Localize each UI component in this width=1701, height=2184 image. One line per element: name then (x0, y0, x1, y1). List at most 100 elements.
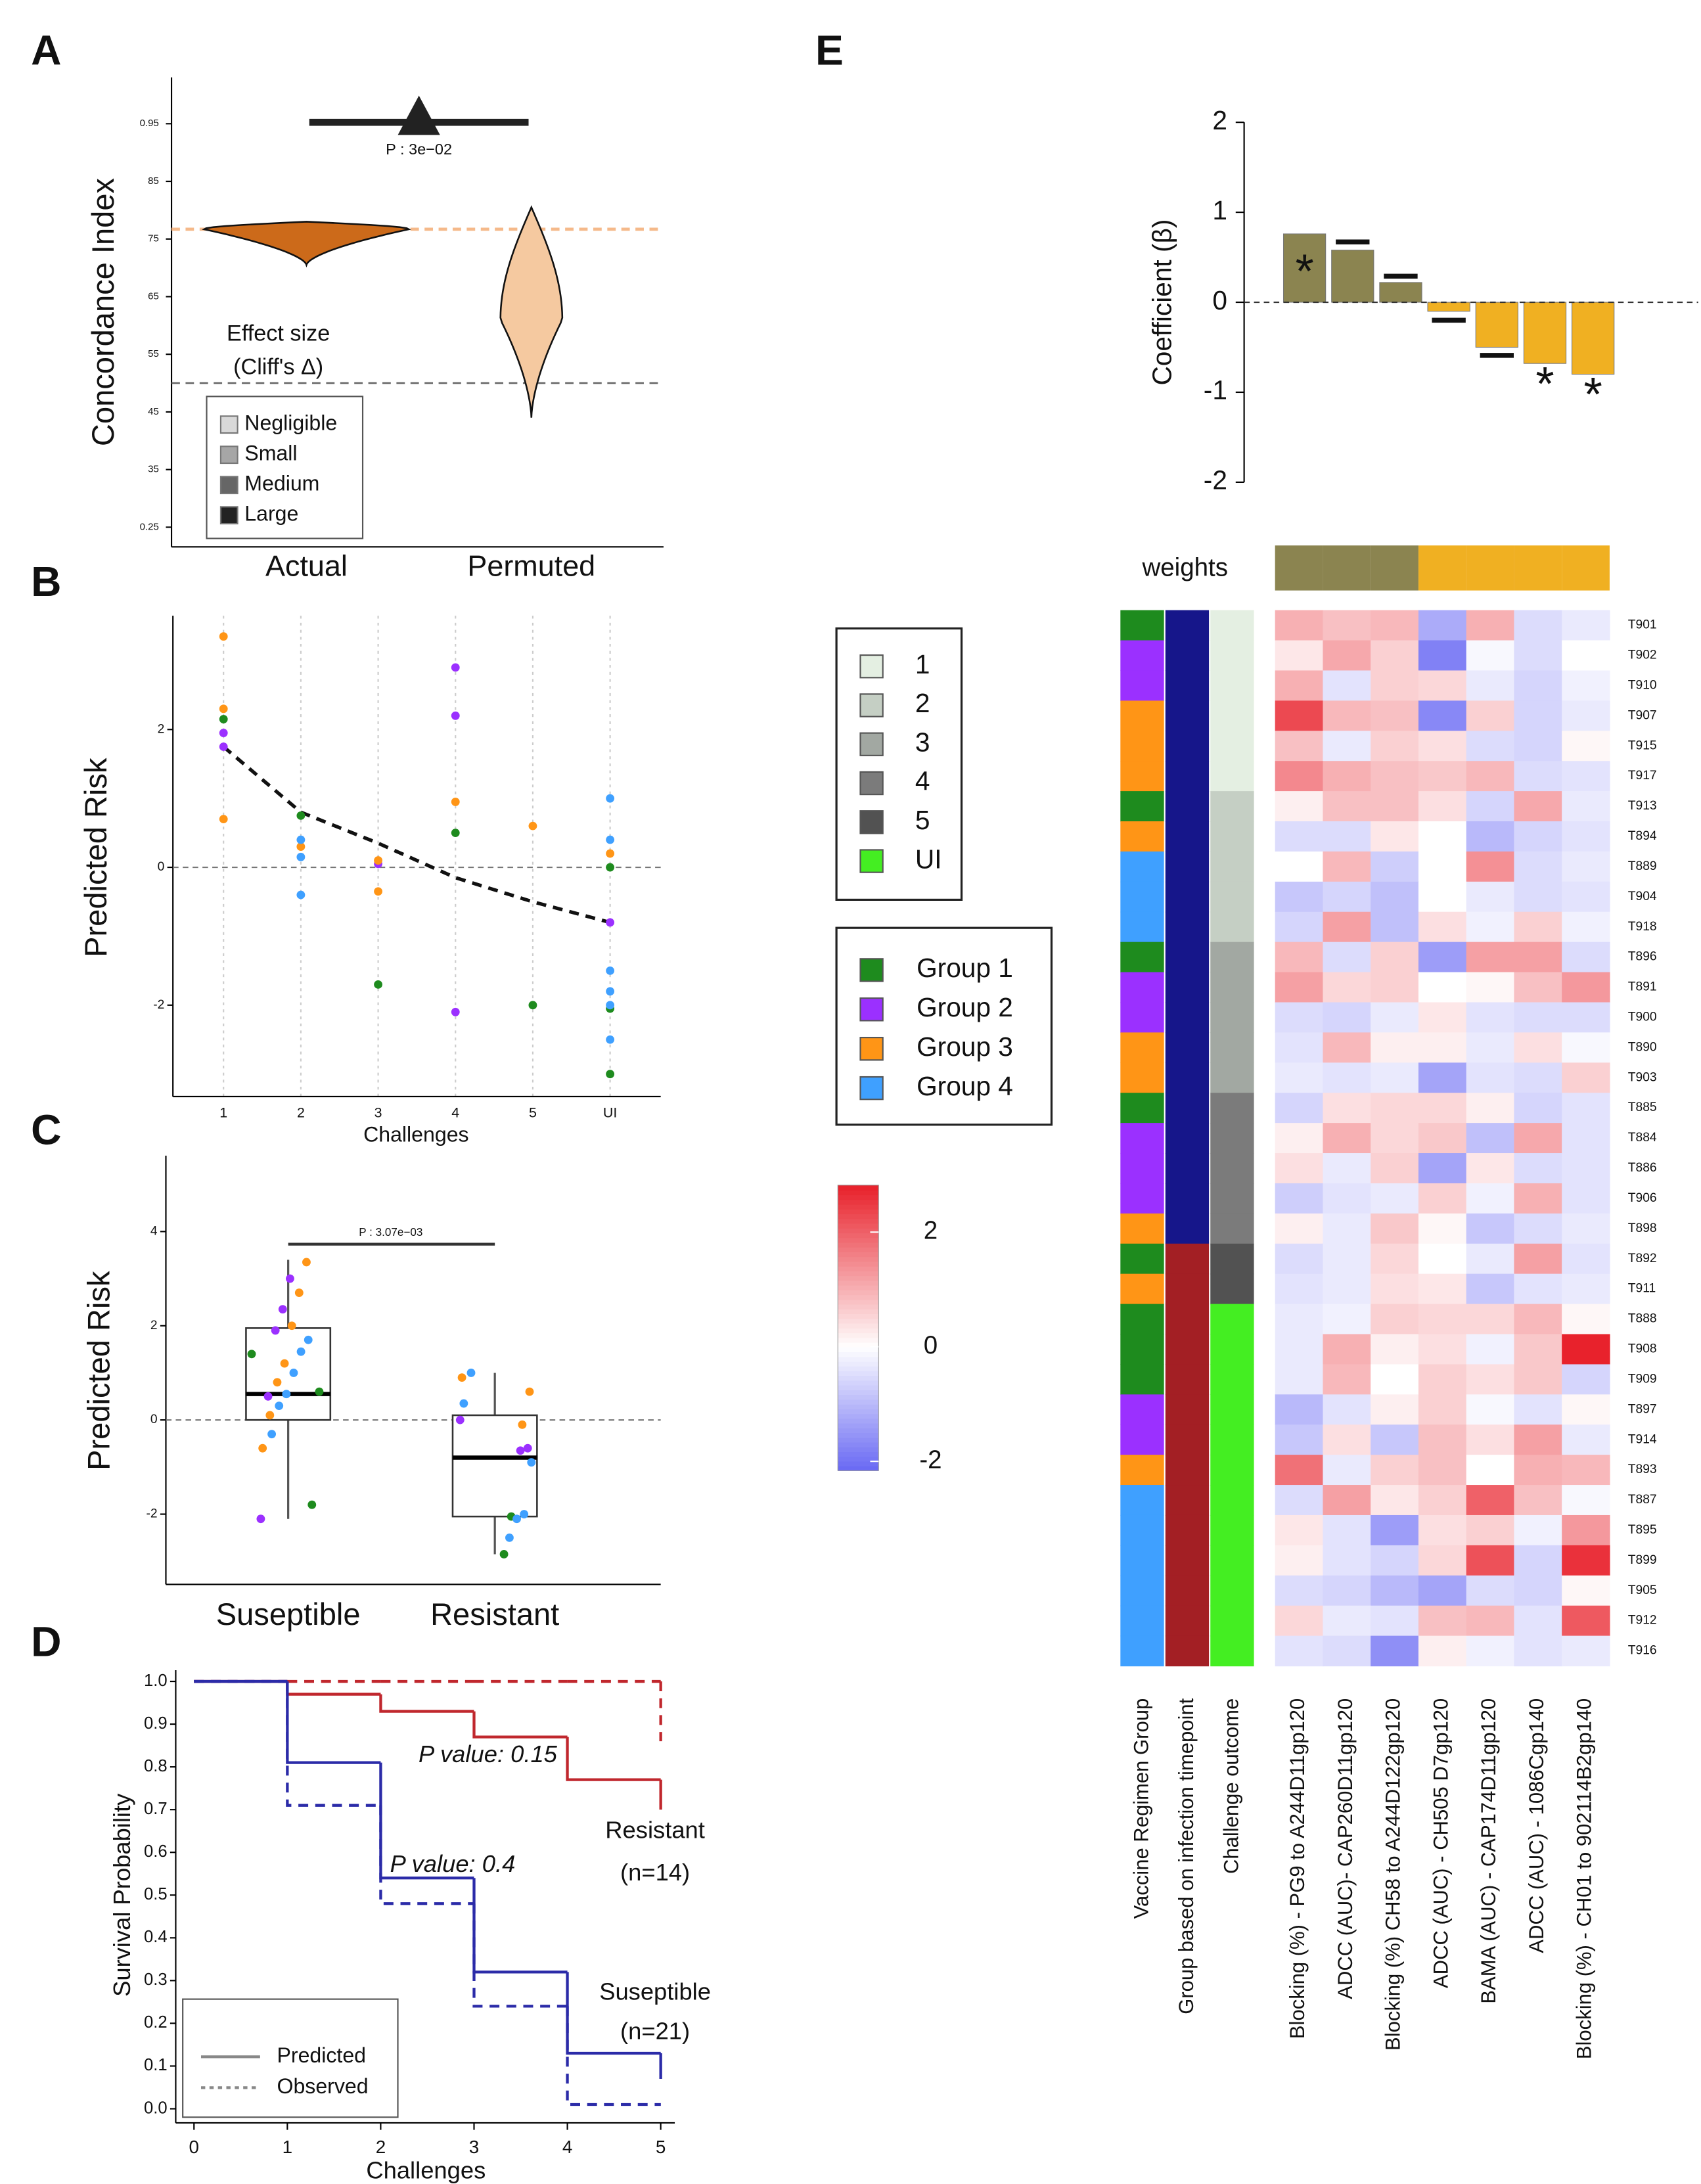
p-value-label: P value: 0.4 (390, 1850, 516, 1877)
colorbar-segment (838, 1456, 879, 1462)
colorbar-segment (838, 1218, 879, 1224)
heat-cell (1418, 1183, 1467, 1214)
regimen-cell (1120, 1032, 1164, 1063)
infection-cell (1165, 1062, 1210, 1093)
heat-cell (1371, 972, 1419, 1003)
bar (1523, 302, 1567, 364)
point (296, 1347, 306, 1356)
outcome-cell (1210, 972, 1254, 1003)
predicted-step (472, 1711, 568, 1739)
heat-cell (1418, 1062, 1467, 1093)
colorbar-label: 2 (924, 1216, 938, 1244)
heat-cell (1418, 1304, 1467, 1335)
heat-cell (1562, 700, 1610, 731)
colorbar-segment (838, 1280, 879, 1286)
heat-cell (1323, 670, 1371, 702)
row-label: T908 (1628, 1342, 1657, 1356)
heat-cell (1371, 1123, 1419, 1154)
y-tick-label: -2 (1204, 465, 1227, 495)
panel-letter: C (31, 1106, 61, 1154)
infection-cell (1165, 670, 1210, 702)
point (287, 1321, 296, 1331)
outcome-cell (1210, 640, 1254, 671)
colorbar-label: -2 (919, 1445, 941, 1474)
point (280, 1359, 289, 1368)
infection-cell (1165, 821, 1210, 852)
heat-cell (1514, 791, 1562, 822)
heat-cell (1418, 821, 1467, 852)
colorbar-segment (838, 1256, 879, 1262)
heat-cell (1275, 1424, 1324, 1455)
point (273, 1378, 282, 1387)
outcome-cell (1210, 791, 1254, 822)
column-label: ADCC (AUC) - 1086Cgp140 (1525, 1698, 1548, 1953)
point (512, 1514, 521, 1524)
row-label: T893 (1628, 1463, 1657, 1476)
outcome-cell (1210, 851, 1254, 882)
heat-cell (1514, 1334, 1562, 1365)
infection-cell (1165, 851, 1210, 882)
outcome-cell (1210, 670, 1254, 702)
outcome-cell (1210, 1153, 1254, 1184)
outcome-cell (1210, 1304, 1254, 1335)
heat-cell (1562, 1424, 1610, 1455)
heat-cell (1514, 1485, 1562, 1516)
violin (499, 205, 564, 418)
outcome-cell (1210, 1213, 1254, 1244)
heat-cell (1371, 1635, 1419, 1667)
colorbar-segment (838, 1323, 879, 1329)
y-tick-label: 0 (150, 1413, 158, 1426)
observed-step (286, 1681, 381, 1807)
regimen-cell (1120, 1455, 1164, 1486)
regimen-cell (1120, 1635, 1164, 1667)
legend-swatch (859, 997, 884, 1022)
infection-cell (1165, 942, 1210, 973)
point (606, 849, 615, 858)
y-tick-label: 2 (150, 1319, 158, 1332)
infection-cell (1165, 1334, 1210, 1365)
regimen-cell (1120, 1002, 1164, 1034)
infection-cell (1165, 881, 1210, 913)
heat-cell (1514, 1213, 1562, 1244)
heat-cell (1418, 1424, 1467, 1455)
heat-cell (1323, 1364, 1371, 1395)
heat-cell (1418, 1635, 1467, 1667)
point (289, 1369, 298, 1377)
heat-cell (1466, 791, 1515, 822)
y-axis-label: Survival Probability (108, 1793, 135, 1997)
outcome-cell (1210, 1364, 1254, 1395)
heat-cell (1371, 1334, 1419, 1365)
heat-cell (1323, 1635, 1371, 1667)
heat-cell (1466, 911, 1515, 943)
heat-cell (1275, 851, 1324, 882)
outcome-cell (1210, 1032, 1254, 1063)
heat-cell (1466, 1153, 1515, 1184)
heat-cell (1562, 881, 1610, 913)
colorbar-segment (838, 1233, 879, 1239)
heat-cell (1323, 911, 1371, 943)
comparison-label: P : 3.07e−03 (359, 1226, 422, 1239)
heat-cell (1275, 1545, 1324, 1576)
colorbar-segment (838, 1294, 879, 1300)
predicted-step (379, 1694, 474, 1713)
outcome-cell (1210, 1273, 1254, 1305)
point (518, 1420, 527, 1429)
point (606, 1001, 615, 1010)
column-label: ADCC (AUC)- CAP260D11gp120 (1334, 1698, 1357, 1999)
legend-label: Group 1 (917, 953, 1013, 983)
heat-cell (1418, 881, 1467, 913)
infection-cell (1165, 1514, 1210, 1546)
y-tick-label: 0.1 (144, 2056, 168, 2074)
row-label: T905 (1628, 1583, 1657, 1597)
x-tick-label: 4 (451, 1104, 459, 1120)
legend-swatch (219, 476, 238, 495)
regimen-cell (1120, 761, 1164, 792)
heat-cell (1323, 942, 1371, 973)
heat-cell (1371, 1032, 1419, 1063)
heat-cell (1323, 700, 1371, 731)
legend-label: Group 2 (917, 992, 1013, 1022)
column-label: Blocking (%) - CH01 to 902114B2gp140 (1573, 1698, 1596, 2059)
heat-cell (1466, 942, 1515, 973)
colorbar-segment (838, 1408, 879, 1415)
observed-step (472, 1903, 568, 2008)
